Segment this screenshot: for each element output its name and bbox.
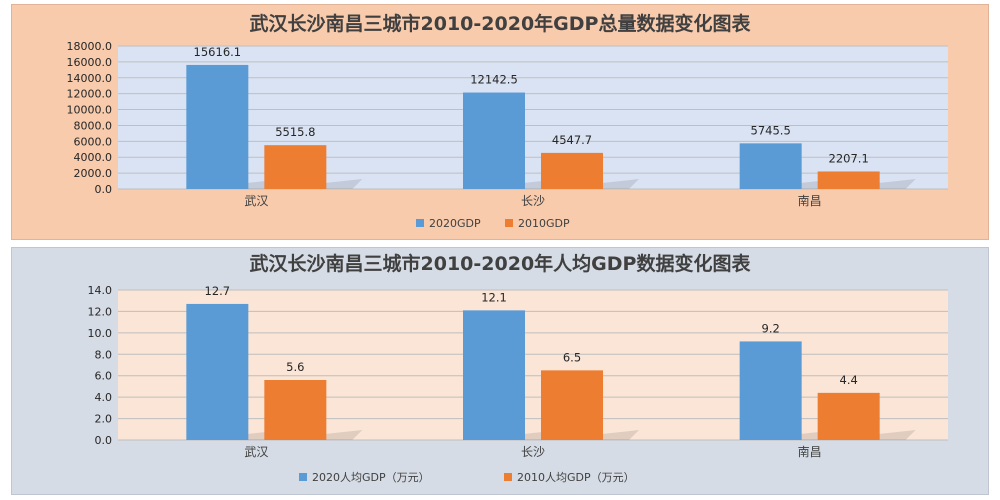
- y-tick-label: 10000.0: [67, 104, 113, 117]
- data-label: 12.7: [205, 284, 231, 298]
- bar-series-2: [264, 145, 327, 189]
- gdp-per-capita-chart: 武汉长沙南昌三城市2010-2020年人均GDP数据变化图表 0.0 2.0 4.0 6…: [88, 252, 948, 484]
- chart-title: 武汉长沙南昌三城市2010-2020年人均GDP数据变化图表: [250, 252, 752, 275]
- legend-swatch: [505, 219, 513, 227]
- bar-series-2: [541, 370, 603, 440]
- bar-series-2: [817, 392, 880, 440]
- legend-label: 2020人均GDP（万元）: [312, 471, 430, 484]
- chart-title: 武汉长沙南昌三城市2010-2020年GDP总量数据变化图表: [250, 12, 752, 35]
- bar-series-1: [186, 64, 249, 189]
- data-label: 15616.1: [194, 45, 242, 59]
- bar-series-1: [463, 310, 525, 440]
- y-tick-label: 8.0: [95, 348, 113, 361]
- data-label: 5745.5: [751, 123, 791, 137]
- bar-series-1: [739, 143, 802, 189]
- plot-area: [118, 46, 948, 189]
- y-tick-label: 0.0: [95, 434, 113, 447]
- legend-label: 2010人均GDP（万元）: [517, 471, 635, 484]
- data-label: 9.2: [762, 321, 780, 335]
- gdp-total-chart: 武汉长沙南昌三城市2010-2020年GDP总量数据变化图表 0.0 2000.0 4…: [67, 12, 948, 230]
- y-tick-label: 10.0: [88, 327, 113, 340]
- y-tick-label: 8000.0: [74, 119, 113, 132]
- legend-swatch: [299, 473, 307, 481]
- y-tick-label: 2000.0: [74, 167, 113, 180]
- y-tick-label: 0.0: [95, 183, 113, 196]
- data-label: 2207.1: [829, 151, 869, 165]
- legend-label: 2010GDP: [518, 217, 570, 230]
- data-label: 5.6: [286, 360, 304, 374]
- x-category-label: 南昌: [798, 193, 822, 208]
- y-tick-label: 14000.0: [67, 72, 113, 85]
- y-tick-label: 2.0: [95, 413, 113, 426]
- y-tick-label: 4000.0: [74, 151, 113, 164]
- bar-series-1: [739, 341, 802, 440]
- data-label: 5515.8: [275, 125, 315, 139]
- y-tick-label: 12.0: [88, 305, 113, 318]
- gdp-total-chart-panel: 武汉长沙南昌三城市2010-2020年GDP总量数据变化图表 0.0 2000.0 4…: [11, 4, 989, 240]
- y-tick-label: 18000.0: [67, 40, 113, 53]
- bar-series-2: [817, 171, 880, 189]
- x-category-label: 武汉: [244, 445, 268, 459]
- x-category-label: 长沙: [521, 194, 545, 208]
- legend-swatch: [504, 473, 512, 481]
- data-label: 4547.7: [552, 133, 592, 147]
- y-tick-label: 16000.0: [67, 56, 113, 69]
- y-tick-label: 12000.0: [67, 88, 113, 101]
- y-tick-label: 4.0: [95, 391, 113, 404]
- legend-swatch: [416, 219, 424, 227]
- data-label: 6.5: [563, 350, 581, 364]
- legend-label: 2020GDP: [429, 217, 481, 230]
- y-tick-label: 6000.0: [74, 135, 113, 148]
- x-category-label: 长沙: [521, 445, 545, 459]
- gdp-per-capita-chart-panel: 武汉长沙南昌三城市2010-2020年人均GDP数据变化图表 0.0 2.0 4.0 6…: [11, 247, 989, 495]
- bar-series-2: [264, 380, 327, 440]
- y-tick-label: 14.0: [88, 284, 113, 297]
- plot-area: [118, 290, 948, 440]
- bar-series-1: [186, 303, 249, 440]
- data-label: 12142.5: [470, 73, 518, 87]
- y-tick-label: 6.0: [95, 370, 113, 383]
- bar-series-2: [541, 152, 603, 189]
- data-label: 12.1: [481, 290, 507, 304]
- x-category-label: 南昌: [798, 444, 822, 459]
- x-category-label: 武汉: [244, 194, 268, 208]
- data-label: 4.4: [840, 373, 858, 387]
- bar-series-1: [463, 92, 525, 189]
